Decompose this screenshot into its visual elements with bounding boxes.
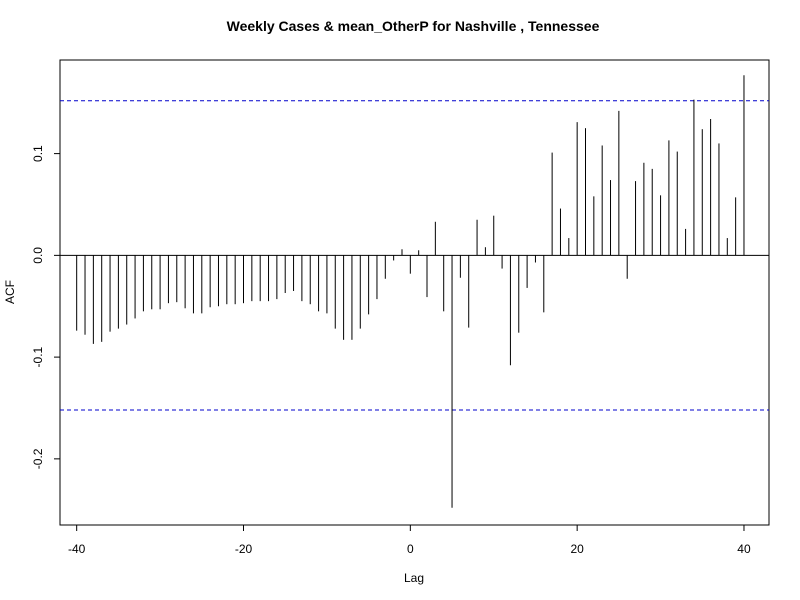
plot-frame	[59, 59, 770, 526]
plot-area: -40 -20 0 20 40 -0.2 -0.1 0.0 0.1	[31, 59, 770, 556]
chart-title: Weekly Cases & mean_OtherP for Nashville…	[227, 18, 600, 34]
x-tick-label: -40	[68, 542, 86, 556]
y-tick-label: -0.1	[31, 346, 45, 367]
y-tick-label: 0.0	[31, 247, 45, 264]
y-axis-label: ACF	[3, 280, 17, 304]
y-tick-label: -0.2	[31, 448, 45, 469]
x-axis-label: Lag	[404, 571, 424, 585]
x-tick-label: 0	[407, 542, 414, 556]
x-tick-label: -20	[235, 542, 253, 556]
x-tick-label: 20	[570, 542, 584, 556]
x-tick-label: 40	[737, 542, 751, 556]
y-tick-label: 0.1	[31, 145, 45, 162]
